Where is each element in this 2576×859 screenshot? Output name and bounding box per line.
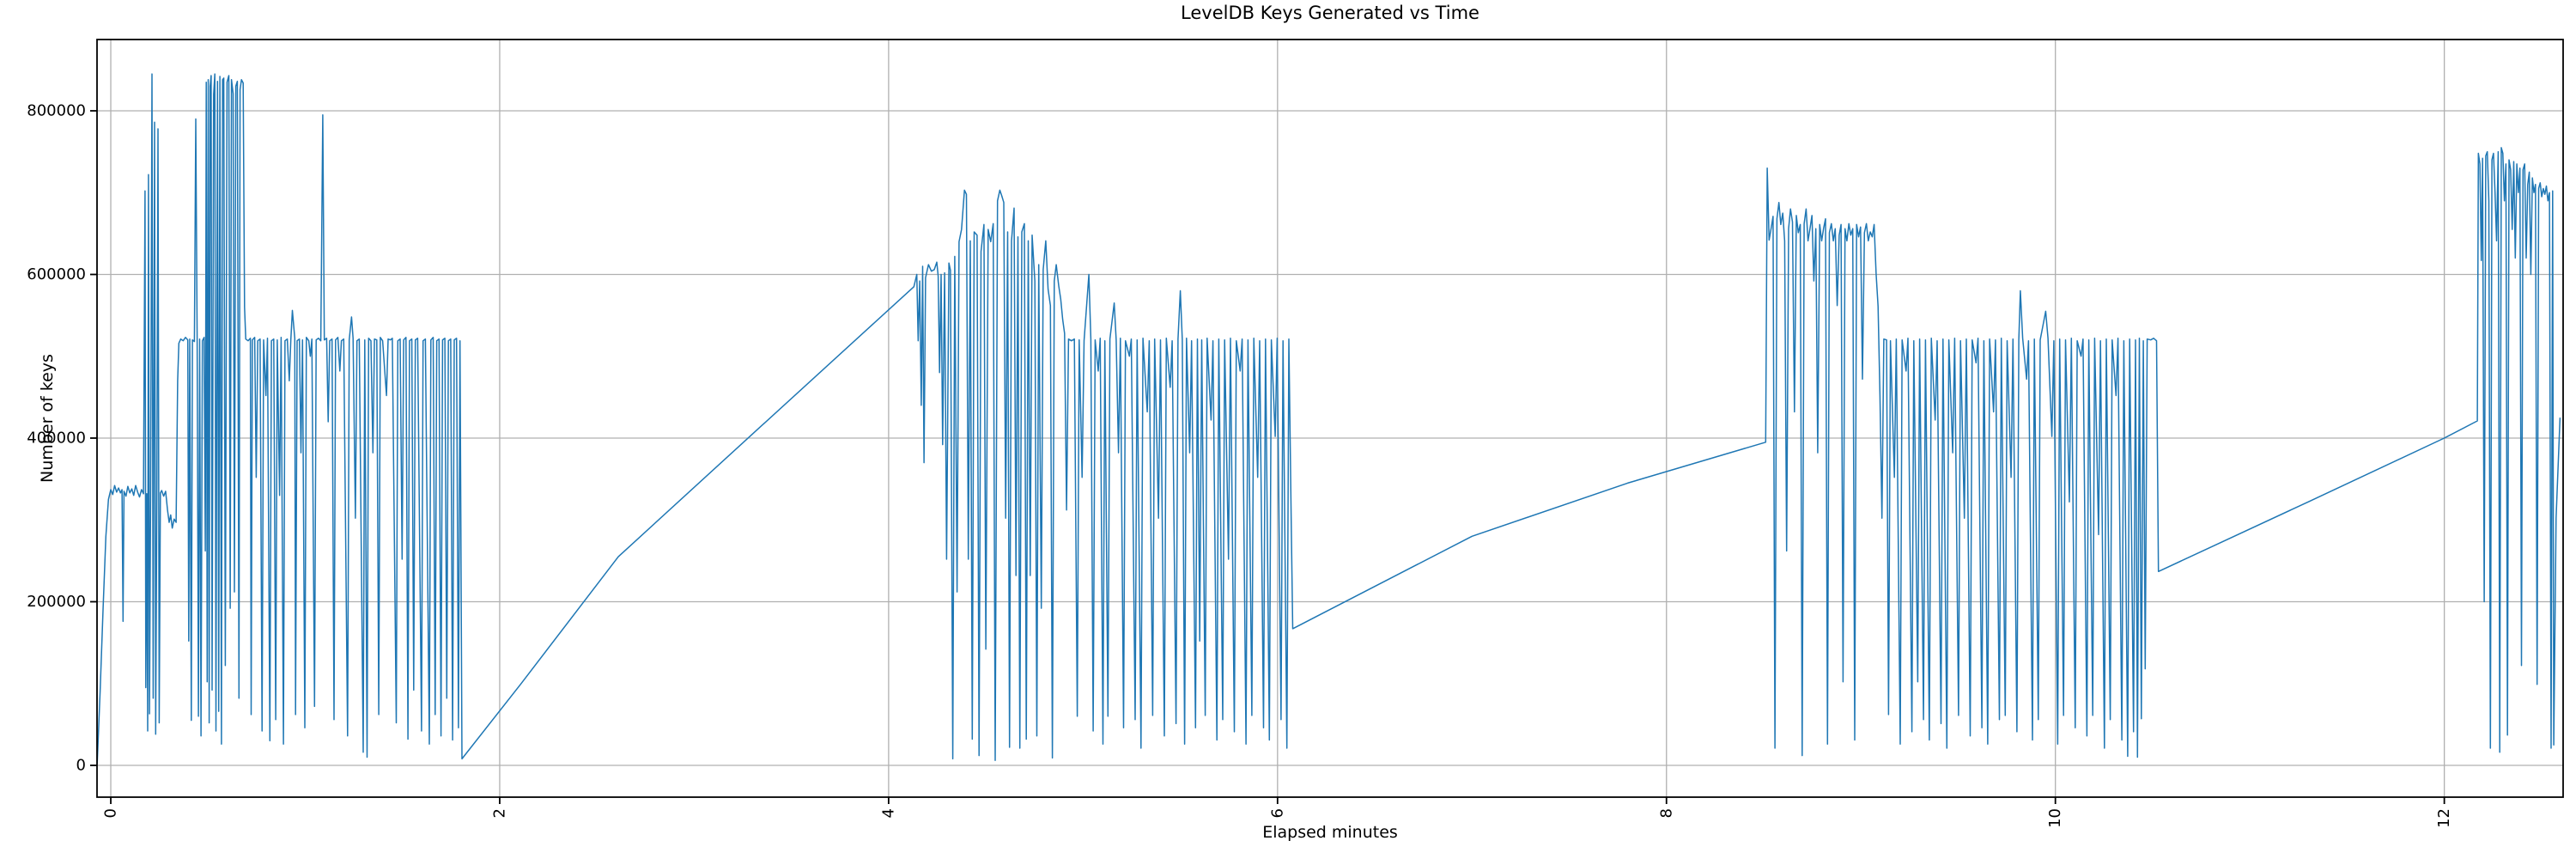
x-tick-label: 2 bbox=[490, 808, 508, 818]
y-tick-label: 600000 bbox=[27, 265, 86, 283]
y-tick-label: 0 bbox=[76, 757, 86, 775]
x-tick-label: 8 bbox=[1657, 808, 1675, 818]
x-tick-label: 0 bbox=[102, 808, 120, 818]
y-tick-label: 400000 bbox=[27, 430, 86, 448]
x-tick-label: 10 bbox=[2046, 808, 2064, 828]
y-tick-label: 800000 bbox=[27, 101, 86, 119]
axes-spines bbox=[96, 39, 2564, 798]
chart-title: LevelDB Keys Generated vs Time bbox=[1181, 3, 1479, 23]
series-line bbox=[97, 73, 2561, 765]
y-tick-label: 200000 bbox=[27, 593, 86, 611]
x-tick-label: 12 bbox=[2435, 808, 2453, 828]
x-tick-label: 6 bbox=[1268, 808, 1286, 818]
x-tick-label: 4 bbox=[879, 808, 897, 818]
x-axis-label: Elapsed minutes bbox=[1262, 823, 1398, 842]
